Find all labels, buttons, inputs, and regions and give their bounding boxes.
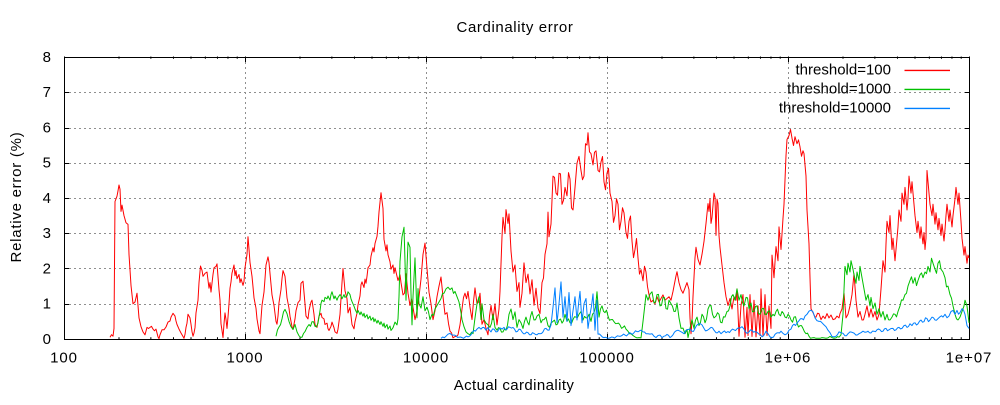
- svg-text:10000: 10000: [403, 349, 449, 366]
- svg-text:7: 7: [43, 84, 51, 101]
- svg-text:Relative error (%): Relative error (%): [8, 131, 25, 262]
- svg-text:threshold=1000: threshold=1000: [787, 81, 891, 98]
- svg-text:threshold=10000: threshold=10000: [779, 100, 891, 117]
- svg-text:1000: 1000: [227, 349, 264, 366]
- svg-text:3: 3: [43, 225, 51, 242]
- svg-text:Actual cardinality: Actual cardinality: [454, 377, 575, 394]
- svg-text:1e+06: 1e+06: [765, 349, 812, 366]
- svg-text:5: 5: [43, 155, 51, 172]
- svg-text:threshold=100: threshold=100: [796, 62, 892, 79]
- svg-text:4: 4: [43, 190, 51, 207]
- svg-text:1e+07: 1e+07: [946, 349, 993, 366]
- svg-text:Cardinality error: Cardinality error: [457, 19, 574, 36]
- svg-text:100000: 100000: [579, 349, 634, 366]
- svg-text:2: 2: [43, 260, 51, 277]
- svg-text:100: 100: [50, 349, 78, 366]
- svg-text:0: 0: [43, 331, 51, 348]
- svg-text:6: 6: [43, 119, 51, 136]
- svg-text:8: 8: [43, 49, 51, 66]
- svg-text:1: 1: [43, 296, 51, 313]
